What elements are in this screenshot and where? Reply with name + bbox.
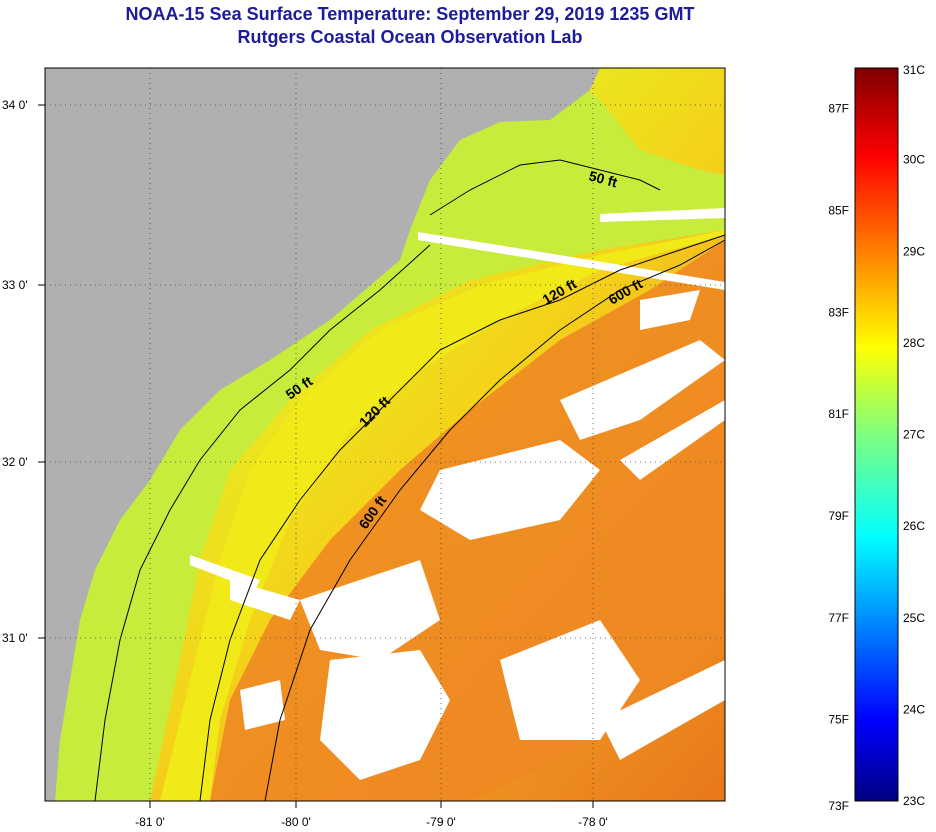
contour-120ft <box>199 234 726 802</box>
contour-50ft <box>94 159 661 802</box>
midshelf-water <box>160 230 725 801</box>
contour-label: 50 ft <box>587 167 619 190</box>
latitude-tick-label: 33 0' <box>2 278 28 292</box>
longitude-tick-label: -79 0' <box>426 815 456 829</box>
longitude-tick-label: -78 0' <box>578 815 608 829</box>
latitude-tick-label: 32 0' <box>2 455 28 469</box>
map-frame <box>44 67 726 802</box>
cloud-mask <box>190 195 725 780</box>
longitude-tick-label: -81 0' <box>135 815 165 829</box>
depth-contours <box>94 159 726 802</box>
longitude-tick-label: -80 0' <box>281 815 311 829</box>
graticule <box>45 68 725 801</box>
contour-600ft <box>264 239 726 802</box>
map-subtitle: Rutgers Coastal Ocean Observation Lab <box>237 27 583 47</box>
latitude-tick-label: 34 0' <box>2 98 28 112</box>
land-mass <box>45 68 600 801</box>
axis-ticks <box>38 104 594 808</box>
latitude-tick-label: 31 0' <box>2 631 28 645</box>
map-title: NOAA-15 Sea Surface Temperature: Septemb… <box>125 4 695 24</box>
